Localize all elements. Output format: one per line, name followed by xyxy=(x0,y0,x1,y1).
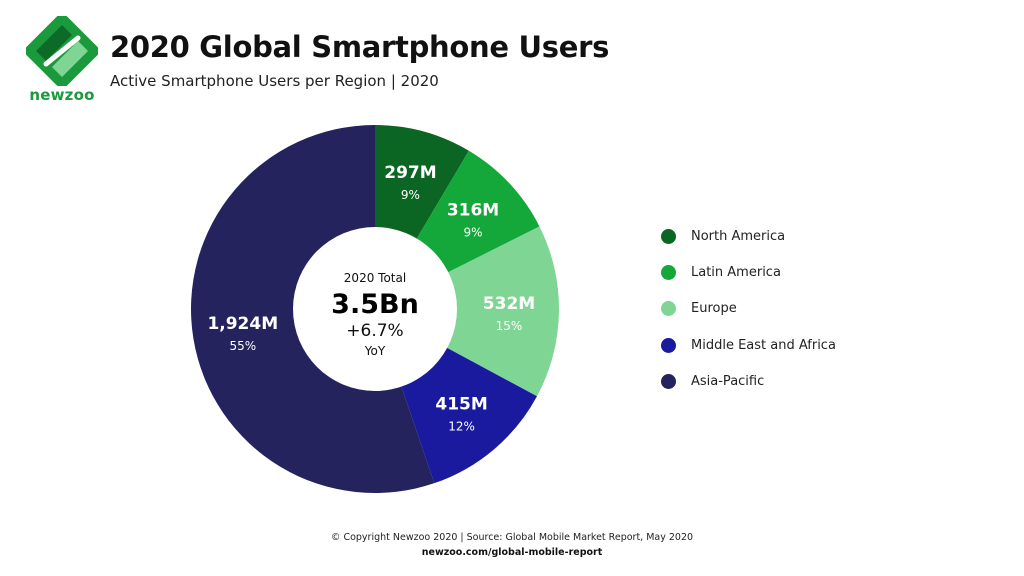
copyright-text: © Copyright Newzoo 2020 | Source: Global… xyxy=(330,532,694,543)
slice-value-label-asia-pacific: 1,924M xyxy=(207,314,278,334)
legend-label: North America xyxy=(691,228,786,244)
center-title: 2020 Total xyxy=(344,271,406,285)
chart-title: 2020 Global Smartphone Users xyxy=(110,30,610,64)
center-period: YoY xyxy=(364,344,386,358)
slice-percent-label-latin-america: 9% xyxy=(464,226,483,240)
legend-item-europe: Europe xyxy=(661,291,836,327)
legend: North America Latin America Europe Middle E… xyxy=(661,218,836,400)
slice-value-label-latin-america: 316M xyxy=(447,201,499,221)
legend-swatch xyxy=(661,265,676,281)
center-growth: +6.7% xyxy=(346,321,403,341)
legend-label: Asia-Pacific xyxy=(691,374,765,390)
slice-percent-label-north-america: 9% xyxy=(401,188,420,202)
legend-label: Europe xyxy=(691,301,737,317)
slice-value-label-north-america: 297M xyxy=(384,163,436,183)
slice-percent-label-europe: 15% xyxy=(496,319,523,333)
source-url: newzoo.com/global-mobile-report xyxy=(421,547,603,558)
slice-percent-label-asia-pacific: 55% xyxy=(229,339,256,353)
donut-hole xyxy=(293,227,457,391)
slice-percent-label-middle-east-and-africa: 12% xyxy=(448,419,475,433)
legend-label: Latin America xyxy=(691,265,781,281)
legend-item-asia-pacific: Asia-Pacific xyxy=(661,364,836,400)
brand-name: newzoo xyxy=(29,86,95,104)
chart-subtitle: Active Smartphone Users per Region | 202… xyxy=(110,72,439,90)
legend-item-middle-east-and-africa: Middle East and Africa xyxy=(661,327,836,363)
legend-swatch xyxy=(661,337,676,353)
slice-europe xyxy=(375,226,559,397)
newzoo-logo-icon xyxy=(26,16,98,86)
center-total: 3.5Bn xyxy=(331,289,419,320)
slice-labels-group: 297M 9% 316M 9% 532M 15% 415M 12% 1,924M 55% xyxy=(207,163,535,434)
legend-swatch xyxy=(661,374,676,390)
legend-item-north-america: North America xyxy=(661,218,836,254)
legend-swatch xyxy=(661,301,676,317)
legend-swatch xyxy=(661,228,676,244)
slice-value-label-middle-east-and-africa: 415M xyxy=(435,394,487,414)
legend-label: Middle East and Africa xyxy=(691,337,836,353)
legend-item-latin-america: Latin America xyxy=(661,254,836,290)
slice-value-label-europe: 532M xyxy=(483,294,535,314)
